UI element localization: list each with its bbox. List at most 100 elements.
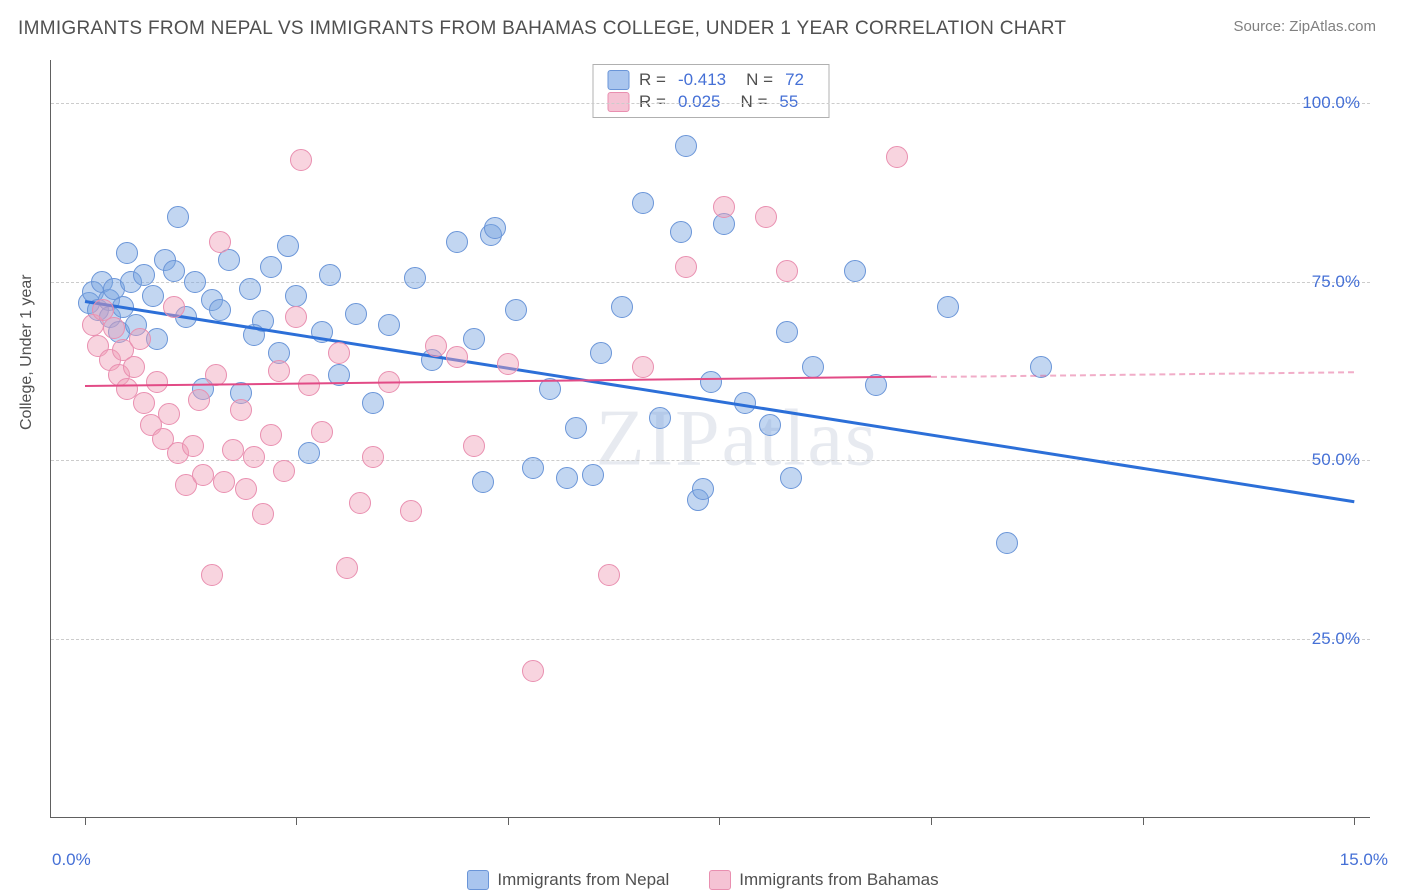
data-point	[675, 256, 697, 278]
data-point	[298, 442, 320, 464]
data-point	[285, 306, 307, 328]
data-point	[649, 407, 671, 429]
data-point	[472, 471, 494, 493]
series-name: Immigrants from Bahamas	[739, 870, 938, 890]
x-tick	[1143, 817, 1144, 825]
data-point	[349, 492, 371, 514]
data-point	[273, 460, 295, 482]
x-tick	[85, 817, 86, 825]
data-point	[362, 392, 384, 414]
data-point	[484, 217, 506, 239]
series-name: Immigrants from Nepal	[497, 870, 669, 890]
data-point	[598, 564, 620, 586]
legend-r-label: R =	[639, 70, 666, 90]
legend-r-value: -0.413	[678, 70, 726, 90]
data-point	[239, 278, 261, 300]
data-point	[285, 285, 307, 307]
data-point	[776, 260, 798, 282]
data-point	[802, 356, 824, 378]
y-tick-label: 75.0%	[1312, 272, 1360, 292]
data-point	[670, 221, 692, 243]
data-point	[565, 417, 587, 439]
y-tick-label: 100.0%	[1302, 93, 1360, 113]
data-point	[116, 242, 138, 264]
data-point	[123, 356, 145, 378]
data-point	[260, 256, 282, 278]
data-point	[336, 557, 358, 579]
legend-row: R =-0.413N =72	[607, 69, 814, 91]
chart-title: IMMIGRANTS FROM NEPAL VS IMMIGRANTS FROM…	[18, 18, 1066, 40]
data-point	[184, 271, 206, 293]
data-point	[345, 303, 367, 325]
data-point	[298, 374, 320, 396]
data-point	[590, 342, 612, 364]
y-tick-label: 50.0%	[1312, 450, 1360, 470]
data-point	[158, 403, 180, 425]
data-point	[213, 471, 235, 493]
data-point	[163, 260, 185, 282]
gridline	[51, 103, 1370, 104]
data-point	[129, 328, 151, 350]
data-point	[133, 264, 155, 286]
legend-n-value: 72	[785, 70, 804, 90]
data-point	[611, 296, 633, 318]
data-point	[582, 464, 604, 486]
data-point	[446, 346, 468, 368]
data-point	[463, 435, 485, 457]
data-point	[700, 371, 722, 393]
x-tick	[931, 817, 932, 825]
data-point	[230, 399, 252, 421]
data-point	[163, 296, 185, 318]
data-point	[235, 478, 257, 500]
data-point	[222, 439, 244, 461]
legend-swatch	[607, 70, 629, 90]
data-point	[463, 328, 485, 350]
data-point	[692, 478, 714, 500]
series-legend-item: Immigrants from Bahamas	[709, 870, 938, 890]
data-point	[328, 342, 350, 364]
x-axis-min-label: 0.0%	[52, 850, 91, 870]
y-axis-label: College, Under 1 year	[18, 274, 36, 430]
data-point	[776, 321, 798, 343]
gridline	[51, 639, 1370, 640]
data-point	[268, 360, 290, 382]
data-point	[996, 532, 1018, 554]
data-point	[192, 464, 214, 486]
data-point	[425, 335, 447, 357]
series-legend: Immigrants from Nepal Immigrants from Bah…	[0, 870, 1406, 890]
trend-line-dashed	[931, 371, 1354, 378]
data-point	[497, 353, 519, 375]
y-tick-label: 25.0%	[1312, 629, 1360, 649]
data-point	[252, 503, 274, 525]
data-point	[243, 446, 265, 468]
data-point	[404, 267, 426, 289]
x-tick	[296, 817, 297, 825]
data-point	[201, 564, 223, 586]
data-point	[632, 192, 654, 214]
data-point	[522, 660, 544, 682]
data-point	[755, 206, 777, 228]
data-point	[400, 500, 422, 522]
data-point	[319, 264, 341, 286]
legend-swatch	[467, 870, 489, 890]
data-point	[844, 260, 866, 282]
data-point	[167, 206, 189, 228]
x-axis-max-label: 15.0%	[1340, 850, 1388, 870]
data-point	[311, 421, 333, 443]
data-point	[446, 231, 468, 253]
data-point	[713, 196, 735, 218]
data-point	[522, 457, 544, 479]
data-point	[780, 467, 802, 489]
data-point	[260, 424, 282, 446]
data-point	[937, 296, 959, 318]
data-point	[209, 231, 231, 253]
data-point	[675, 135, 697, 157]
x-tick	[508, 817, 509, 825]
data-point	[209, 299, 231, 321]
data-point	[277, 235, 299, 257]
data-point	[188, 389, 210, 411]
data-point	[362, 446, 384, 468]
data-point	[759, 414, 781, 436]
x-tick	[1354, 817, 1355, 825]
data-point	[556, 467, 578, 489]
